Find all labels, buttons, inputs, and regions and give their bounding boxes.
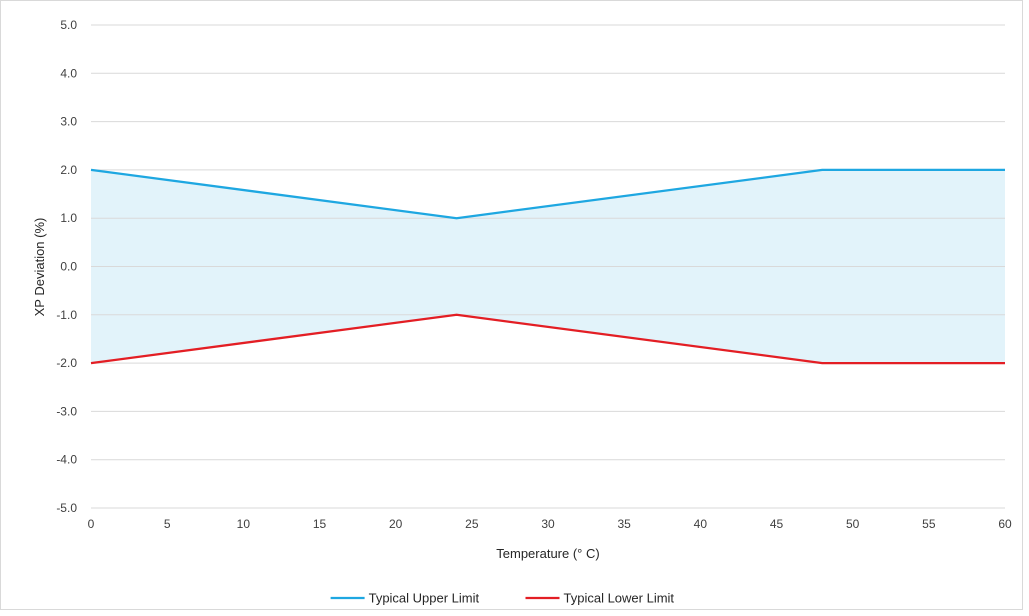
x-tick-label: 15 (313, 517, 327, 531)
x-tick-label: 25 (465, 517, 479, 531)
series-lines (90, 168, 1006, 365)
x-tick-label: 0 (88, 517, 95, 531)
x-tick-labels: 0 5 10 15 20 25 30 35 40 45 50 55 60 (88, 517, 1012, 531)
y-tick-label: 2.0 (60, 163, 77, 177)
legend-label: Typical Lower Limit (564, 591, 675, 606)
y-tick-label: -3.0 (56, 404, 77, 418)
legend: Typical Upper Limit Typical Lower Limit (330, 591, 675, 606)
y-tick-label: -2.0 (56, 356, 77, 370)
x-tick-label: 35 (617, 517, 631, 531)
y-tick-label: 3.0 (60, 115, 77, 129)
y-tick-label: 5.0 (60, 18, 77, 32)
series-line-lower-limit (90, 313, 1005, 365)
y-tick-label: -4.0 (56, 453, 77, 467)
gridlines (91, 24, 1005, 509)
y-tick-label: 0.0 (60, 260, 77, 274)
series-line-upper-limit (90, 168, 1005, 220)
x-tick-label: 40 (694, 517, 708, 531)
y-tick-label: 4.0 (60, 66, 77, 80)
y-tick-label: -1.0 (56, 308, 77, 322)
x-tick-label: 20 (389, 517, 403, 531)
legend-label: Typical Upper Limit (369, 591, 480, 606)
x-tick-label: 5 (164, 517, 171, 531)
x-tick-label: 50 (846, 517, 860, 531)
y-tick-label: 1.0 (60, 211, 77, 225)
x-tick-label: 45 (770, 517, 784, 531)
x-tick-label: 60 (998, 517, 1012, 531)
x-tick-label: 30 (541, 517, 555, 531)
x-axis-title: Temperature (° C) (496, 546, 599, 561)
y-axis-title: XP Deviation (%) (32, 218, 47, 317)
y-tick-label: -5.0 (56, 501, 77, 515)
x-tick-label: 10 (237, 517, 251, 531)
x-tick-label: 55 (922, 517, 936, 531)
y-tick-labels: -5.0 -4.0 -3.0 -2.0 -1.0 0.0 1.0 2.0 3.0 4.0 5.0 (56, 18, 77, 515)
